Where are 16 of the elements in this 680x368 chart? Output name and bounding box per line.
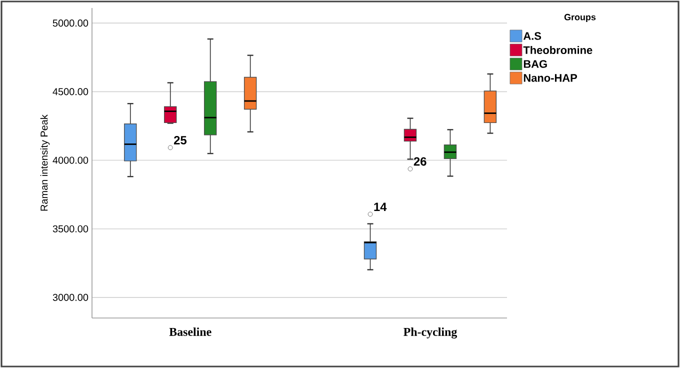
y-tick-label: 4000.00: [52, 156, 88, 164]
annotation: 14: [374, 202, 387, 211]
legend-label: Theobromine: [523, 46, 592, 54]
y-tick-label: 4500.00: [52, 88, 88, 96]
legend-label: Nano-HAP: [524, 74, 578, 82]
y-tick-label: 3000.00: [52, 294, 88, 301]
y-tick-label: 5000.00: [52, 20, 88, 27]
x-tick-label: Baseline: [169, 328, 212, 336]
annotation: 26: [414, 157, 426, 166]
y-axis-title: Raman intensity Peak: [40, 114, 50, 211]
x-tick-label: Ph-cycling: [404, 328, 458, 338]
legend-label: A.S: [523, 32, 542, 40]
legend-label: BAG: [524, 60, 547, 68]
legend-title: Groups: [564, 14, 596, 22]
annotation: 25: [174, 136, 187, 144]
y-tick-label: 3500.00: [52, 225, 88, 232]
